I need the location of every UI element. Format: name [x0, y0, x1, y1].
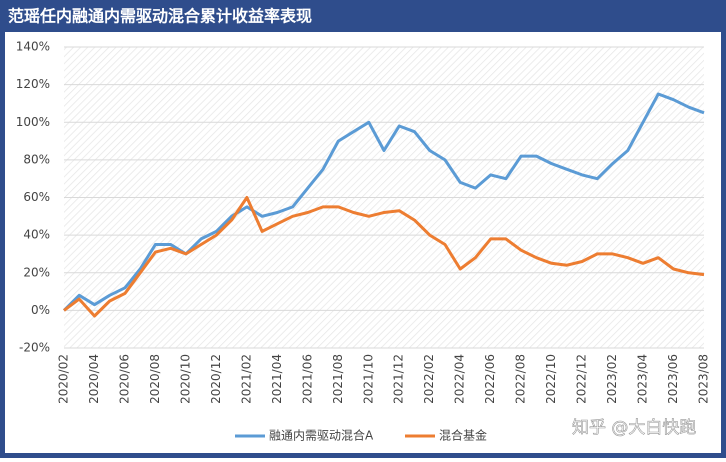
y-tick-label: -20% [19, 341, 50, 355]
x-tick-label: 2020/08 [148, 354, 162, 404]
x-tick-label: 2023/06 [666, 354, 680, 404]
y-tick-label: 100% [16, 115, 50, 129]
legend-label: 融通内需驱动混合A [269, 428, 374, 443]
x-tick-label: 2020/06 [117, 354, 131, 404]
y-tick-label: 20% [23, 265, 50, 279]
x-tick-label: 2020/12 [209, 354, 223, 404]
x-tick-label: 2022/02 [422, 354, 436, 404]
x-tick-label: 2021/04 [270, 354, 284, 404]
watermark: 知乎 @大白快跑 [572, 418, 696, 438]
chart-title: 范瑶任内融通内需驱动混合累计收益率表现 [8, 7, 312, 26]
y-tick-label: 120% [16, 77, 50, 91]
x-tick-label: 2020/04 [87, 354, 101, 404]
x-tick-label: 2020/02 [57, 354, 71, 404]
legend-label: 混合基金 [439, 428, 487, 443]
x-tick-label: 2022/08 [514, 354, 528, 404]
x-tick-label: 2023/02 [605, 354, 619, 404]
y-tick-label: 140% [16, 40, 50, 54]
x-tick-label: 2021/06 [300, 354, 314, 404]
x-tick-label: 2020/10 [178, 354, 192, 404]
x-tick-label: 2021/02 [239, 354, 253, 404]
x-tick-label: 2022/06 [483, 354, 497, 404]
x-tick-label: 2022/04 [453, 354, 467, 404]
series-line [62, 92, 705, 312]
x-tick-label: 2022/12 [575, 354, 589, 404]
x-tick-label: 2021/12 [392, 354, 406, 404]
x-tick-label: 2023/08 [697, 354, 711, 404]
y-tick-label: 80% [23, 152, 50, 166]
x-tick-label: 2023/04 [636, 354, 650, 404]
y-tick-label: 60% [23, 190, 50, 204]
x-tick-label: 2021/08 [331, 354, 345, 404]
y-tick-label: 0% [31, 303, 50, 317]
series-line [63, 196, 705, 318]
x-tick-label: 2022/10 [544, 354, 558, 404]
x-tick-label: 2021/10 [361, 354, 375, 404]
y-tick-label: 40% [23, 228, 50, 242]
